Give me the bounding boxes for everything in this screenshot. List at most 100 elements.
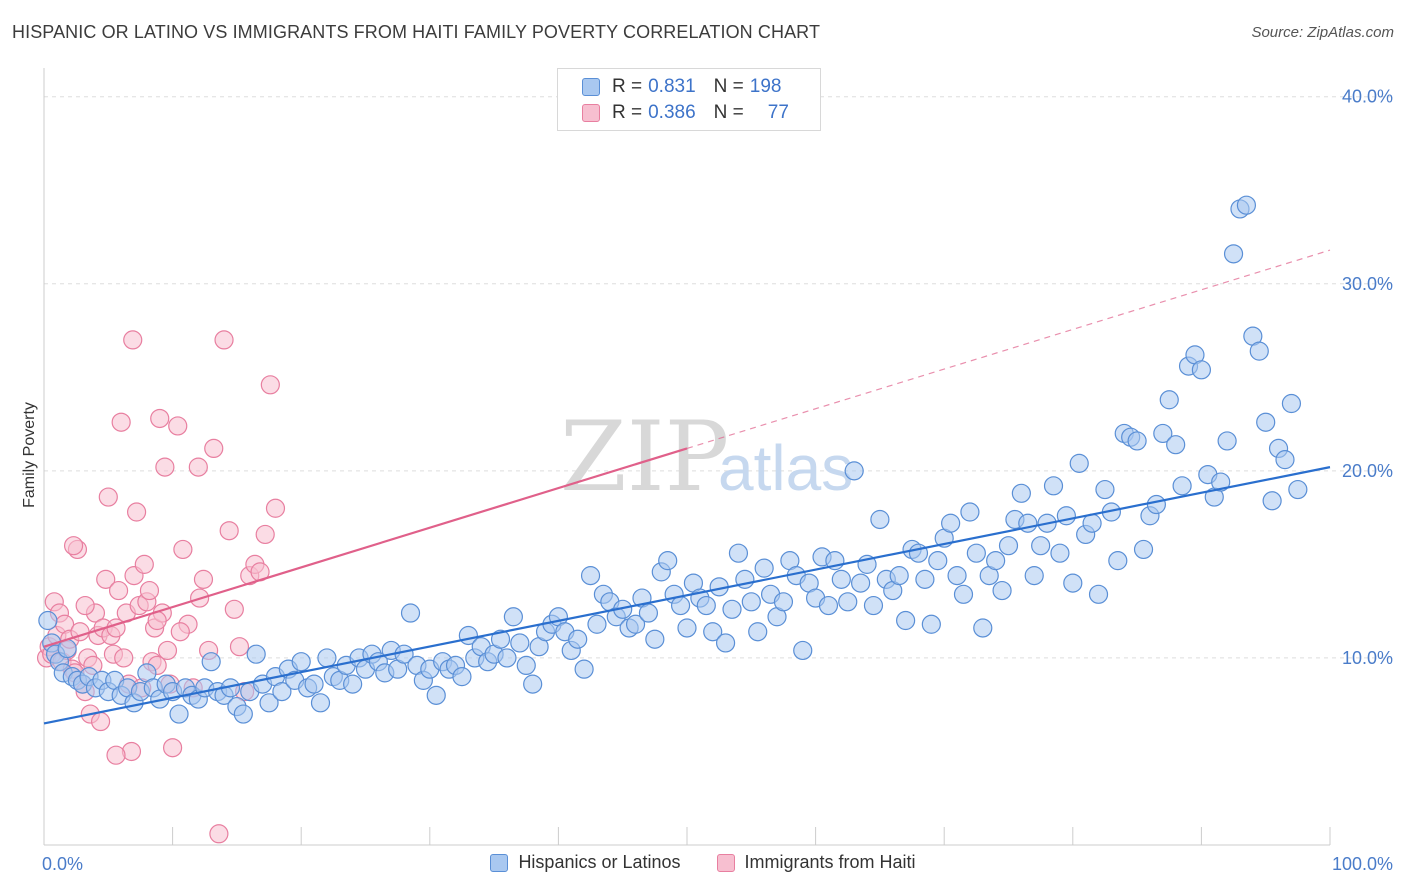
data-point-hispanic — [670, 595, 691, 616]
legend-r-value: 0.386 — [648, 102, 696, 123]
data-point-hispanic — [1211, 472, 1231, 492]
data-point-hispanic — [201, 652, 221, 672]
data-point-haiti — [255, 524, 275, 545]
data-point-haiti — [134, 554, 154, 574]
data-point-hispanic — [587, 614, 607, 634]
data-point-haiti — [98, 487, 118, 507]
y-tick-label: 10.0% — [1342, 648, 1393, 668]
data-point-hispanic — [233, 704, 253, 724]
data-point-hispanic — [291, 652, 311, 672]
data-point-hispanic — [715, 633, 736, 653]
data-point-hispanic — [960, 502, 980, 522]
watermark-atlas: atlas — [718, 432, 853, 504]
data-point-haiti — [96, 569, 116, 589]
data-point-hispanic — [696, 595, 716, 616]
legend-row-hispanic: R = 0.831 N = 198 — [582, 75, 781, 99]
data-point-hispanic — [1024, 566, 1044, 586]
data-point-hispanic — [1133, 539, 1154, 560]
legend-n-label: N = — [713, 102, 744, 123]
data-point-hispanic — [580, 566, 601, 586]
data-point-hispanic — [574, 659, 594, 679]
data-point-hispanic — [497, 648, 517, 668]
data-point-hispanic — [1127, 431, 1147, 451]
chart-source: Source: ZipAtlas.com — [1251, 24, 1394, 41]
data-point-hispanic — [947, 566, 967, 586]
legend-n-label: N = — [713, 76, 744, 97]
data-point-hispanic — [568, 629, 588, 649]
data-point-hispanic — [754, 558, 774, 578]
data-point-hispanic — [259, 693, 279, 713]
data-point-haiti — [204, 438, 224, 459]
data-point-hispanic — [1256, 412, 1276, 432]
data-point-haiti — [114, 648, 134, 668]
data-point-hispanic — [343, 674, 363, 694]
data-point-hispanic — [966, 543, 986, 563]
data-point-hispanic — [1217, 431, 1237, 451]
data-point-hispanic — [317, 648, 337, 668]
data-point-hispanic — [1088, 584, 1109, 604]
data-point-hispanic — [1056, 506, 1076, 526]
y-tick-label: 30.0% — [1342, 274, 1393, 294]
data-point-haiti — [126, 502, 147, 522]
tick-labels: 10.0% 20.0% 30.0% 40.0% 0.0% 100.0% — [42, 87, 1393, 874]
data-point-hispanic — [818, 595, 839, 616]
legend-swatch-pink — [716, 853, 735, 872]
data-point-hispanic — [658, 551, 678, 571]
data-point-haiti — [193, 569, 214, 589]
data-point-hispanic — [310, 693, 331, 713]
data-point-hispanic — [1172, 476, 1192, 496]
correlation-legend: R = 0.831 N = 198 R = 0.386 N = 77 — [557, 68, 821, 131]
data-point-hispanic — [992, 580, 1012, 601]
data-point-hispanic — [1043, 476, 1064, 496]
data-point-hispanic — [38, 610, 58, 631]
data-point-hispanic — [986, 551, 1006, 571]
trend-line-haiti — [43, 447, 688, 648]
data-point-hispanic — [851, 573, 871, 593]
data-point-hispanic — [896, 610, 916, 631]
legend-swatch-blue — [490, 853, 509, 872]
x-tick-label: 0.0% — [42, 854, 83, 874]
data-point-hispanic — [516, 655, 536, 676]
data-point-haiti — [209, 824, 229, 844]
data-point-hispanic — [1166, 435, 1186, 455]
legend-item-haiti[interactable]: Immigrants from Haiti — [716, 852, 916, 873]
data-point-hispanic — [1159, 390, 1179, 410]
data-point-haiti — [123, 330, 143, 350]
data-point-hispanic — [1275, 450, 1295, 470]
data-point-haiti — [90, 711, 111, 732]
data-point-hispanic — [1223, 244, 1244, 264]
data-point-haiti — [75, 595, 95, 616]
data-point-hispanic — [625, 614, 646, 634]
data-point-hispanic — [272, 681, 292, 702]
data-point-hispanic — [169, 704, 189, 724]
data-point-haiti — [260, 375, 280, 395]
data-point-hispanic — [1249, 341, 1269, 361]
data-point-haiti — [265, 498, 286, 518]
legend-n-value: 198 — [749, 76, 782, 97]
data-point-haiti — [188, 457, 208, 477]
data-point-haiti — [219, 521, 239, 541]
data-point-hispanic — [741, 592, 761, 612]
legend-label-haiti: Immigrants from Haiti — [744, 852, 916, 872]
legend-row-haiti: R = 0.386 N = 77 — [582, 101, 789, 125]
data-point-hispanic — [1108, 551, 1128, 571]
data-point-hispanic — [703, 622, 723, 642]
data-point-haiti — [108, 580, 129, 601]
data-point-haiti — [111, 412, 131, 432]
data-point-hispanic — [921, 614, 941, 634]
legend-item-hispanic[interactable]: Hispanics or Latinos — [490, 852, 681, 873]
data-point-hispanic — [1236, 195, 1257, 215]
series-hispanic-points — [38, 195, 1308, 724]
data-point-hispanic — [452, 667, 472, 687]
watermark-zip: ZIP — [560, 401, 729, 513]
data-point-hispanic — [831, 569, 851, 589]
data-point-hispanic — [941, 513, 961, 533]
data-point-haiti — [155, 457, 175, 477]
trend-line-hispanic — [43, 466, 1331, 725]
data-point-hispanic — [523, 674, 543, 694]
data-point-hispanic — [1281, 393, 1302, 414]
data-point-hispanic — [400, 603, 421, 623]
data-point-hispanic — [246, 644, 266, 664]
data-point-hispanic — [1031, 536, 1051, 556]
data-point-haiti — [139, 580, 160, 601]
